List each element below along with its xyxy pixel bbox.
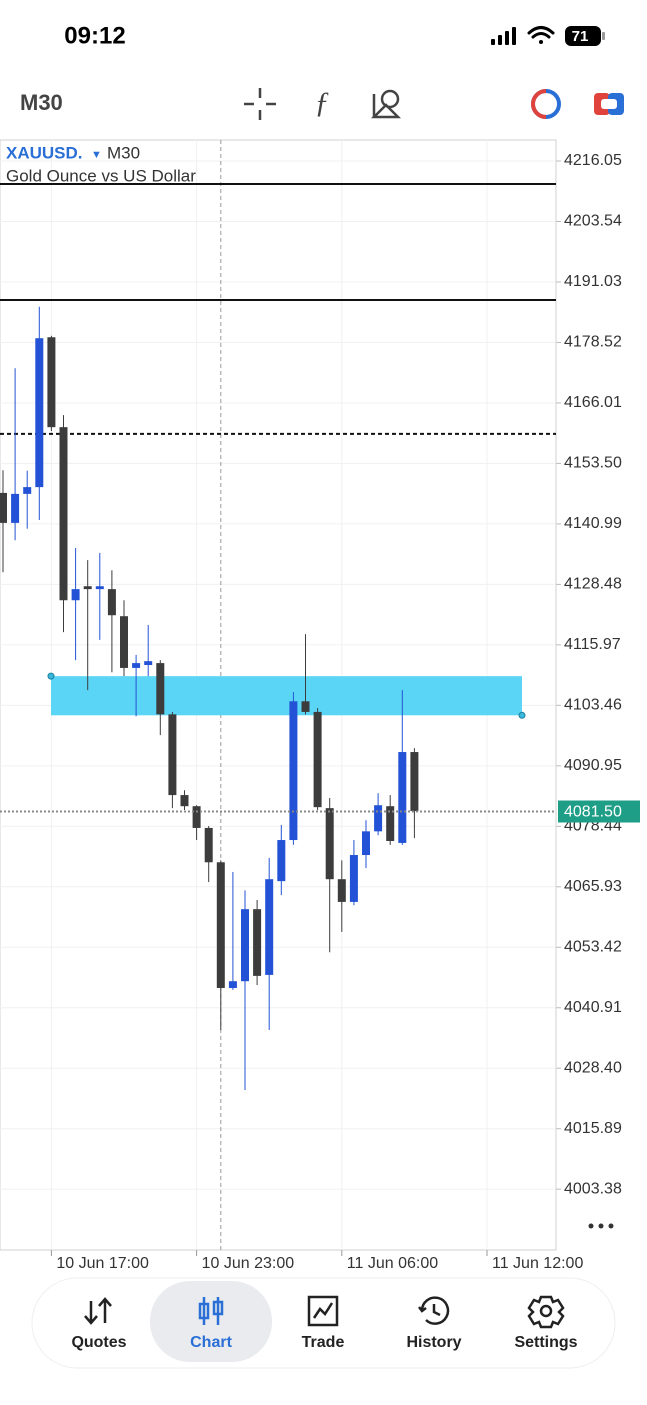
candle-body bbox=[241, 909, 249, 982]
battery-tip bbox=[602, 32, 605, 40]
candle-body bbox=[337, 879, 346, 902]
candle-body bbox=[168, 714, 177, 796]
symbol-menu[interactable]: ▼ bbox=[91, 149, 102, 161]
nav-icon-shape bbox=[84, 1297, 112, 1325]
y-tick-label: 4166.01 bbox=[564, 394, 622, 411]
nav-icon-shape bbox=[307, 1295, 339, 1327]
crosshair-button[interactable] bbox=[244, 88, 276, 120]
candle-body bbox=[0, 492, 7, 523]
y-tick-label: 4040.91 bbox=[564, 999, 622, 1016]
nav-icon[interactable] bbox=[198, 1297, 224, 1325]
nav-icon-shape bbox=[527, 1295, 565, 1329]
y-tick-label: 4090.95 bbox=[564, 757, 622, 774]
zone-handle[interactable] bbox=[47, 672, 55, 680]
nav-icon-shape bbox=[418, 1296, 450, 1325]
y-tick-label: 4216.05 bbox=[564, 152, 622, 169]
nav-label[interactable]: Settings bbox=[514, 1334, 577, 1351]
candle-body bbox=[83, 586, 92, 590]
y-tick-label: 4128.48 bbox=[564, 576, 622, 593]
candle-body bbox=[156, 663, 165, 715]
candle-body bbox=[144, 661, 153, 666]
y-tick-label: 4203.54 bbox=[564, 213, 622, 230]
last-price-label: 4081.50 bbox=[564, 804, 622, 821]
x-tick-label: 11 Jun 12:00 bbox=[492, 1255, 583, 1272]
y-tick-label: 4140.99 bbox=[564, 515, 622, 532]
symbol[interactable]: XAUUSD. bbox=[6, 143, 83, 162]
candle-body bbox=[180, 795, 189, 807]
candle-body bbox=[325, 808, 334, 880]
nav-label[interactable]: Quotes bbox=[71, 1334, 126, 1351]
nav-icon[interactable] bbox=[527, 1295, 565, 1329]
nav-icon[interactable] bbox=[84, 1297, 112, 1325]
y-tick-label: 4053.42 bbox=[564, 938, 622, 955]
candle-body bbox=[47, 337, 56, 428]
candle-body bbox=[277, 840, 286, 882]
nav-label[interactable]: History bbox=[406, 1334, 461, 1351]
y-tick-label: 4065.93 bbox=[564, 878, 622, 895]
y-tick-label: 4178.52 bbox=[564, 334, 622, 351]
candle-body bbox=[11, 493, 20, 523]
price-zone bbox=[51, 676, 522, 716]
candle-body bbox=[313, 711, 322, 808]
y-tick-label: 4003.38 bbox=[564, 1180, 622, 1197]
candle-body bbox=[289, 701, 298, 841]
candle-body bbox=[265, 879, 274, 975]
y-tick-label: 4015.89 bbox=[564, 1120, 622, 1137]
y-tick-label: 4191.03 bbox=[564, 273, 622, 290]
nav-icon-shape bbox=[198, 1297, 224, 1325]
candle-body bbox=[120, 616, 128, 668]
one-click-button[interactable] bbox=[594, 93, 624, 115]
y-tick-label: 4115.97 bbox=[564, 636, 621, 653]
nav-icon[interactable] bbox=[307, 1295, 339, 1327]
candle-body bbox=[228, 981, 237, 988]
y-tick-label: 4028.40 bbox=[564, 1059, 622, 1076]
trade-signal-button[interactable] bbox=[531, 89, 561, 119]
candle-body bbox=[132, 663, 141, 668]
chart: 4003.38 4015.89 4028.40 4040.91 4053.42 4065.… bbox=[0, 140, 640, 1272]
candle-body bbox=[349, 855, 358, 902]
candle-body bbox=[107, 589, 116, 616]
nav-icon[interactable] bbox=[418, 1296, 450, 1325]
more-button[interactable] bbox=[588, 1223, 614, 1229]
candle-body bbox=[204, 827, 213, 863]
y-tick-label: 4153.50 bbox=[564, 455, 622, 472]
candle-body bbox=[301, 701, 310, 712]
nav-icon-shape bbox=[539, 1304, 553, 1318]
indicators-button[interactable]: ƒ bbox=[315, 86, 330, 119]
signal-icon bbox=[491, 27, 516, 45]
nav-bar bbox=[31, 1277, 616, 1369]
candle-body bbox=[362, 831, 370, 856]
zone-handle[interactable] bbox=[518, 711, 526, 719]
candle-body bbox=[410, 752, 419, 812]
battery-level: 71 bbox=[572, 28, 589, 45]
candle-body bbox=[95, 586, 104, 590]
candle-body bbox=[253, 909, 262, 976]
x-tick-label: 11 Jun 06:00 bbox=[347, 1255, 438, 1272]
symbol-description: Gold Ounce vs US Dollar bbox=[6, 166, 196, 185]
timeframe-button[interactable]: M30 bbox=[20, 90, 63, 115]
candle-body bbox=[374, 805, 383, 832]
wifi-icon bbox=[527, 26, 555, 44]
chart-timeframe: M30 bbox=[107, 143, 140, 162]
battery bbox=[565, 26, 601, 46]
candle-body bbox=[23, 487, 32, 494]
candle-body bbox=[192, 806, 201, 828]
objects-button[interactable] bbox=[370, 89, 402, 119]
candle-body bbox=[216, 862, 225, 988]
last-price-tag bbox=[558, 800, 640, 823]
candle-body bbox=[398, 752, 407, 843]
nav-label[interactable]: Chart bbox=[190, 1334, 232, 1351]
candle-body bbox=[71, 589, 80, 601]
y-tick-label: 4103.46 bbox=[564, 697, 622, 714]
clock: 09:12 bbox=[64, 22, 125, 49]
candle-body bbox=[35, 338, 44, 488]
candle-body bbox=[386, 806, 395, 842]
nav: Quotes Chart Trade History Settings bbox=[71, 1281, 578, 1362]
candle-body bbox=[59, 427, 68, 601]
x-tick-label: 10 Jun 17:00 bbox=[56, 1255, 149, 1272]
x-tick-label: 10 Jun 23:00 bbox=[202, 1255, 295, 1272]
nav-active-bg bbox=[150, 1281, 272, 1362]
nav-label[interactable]: Trade bbox=[302, 1334, 345, 1351]
